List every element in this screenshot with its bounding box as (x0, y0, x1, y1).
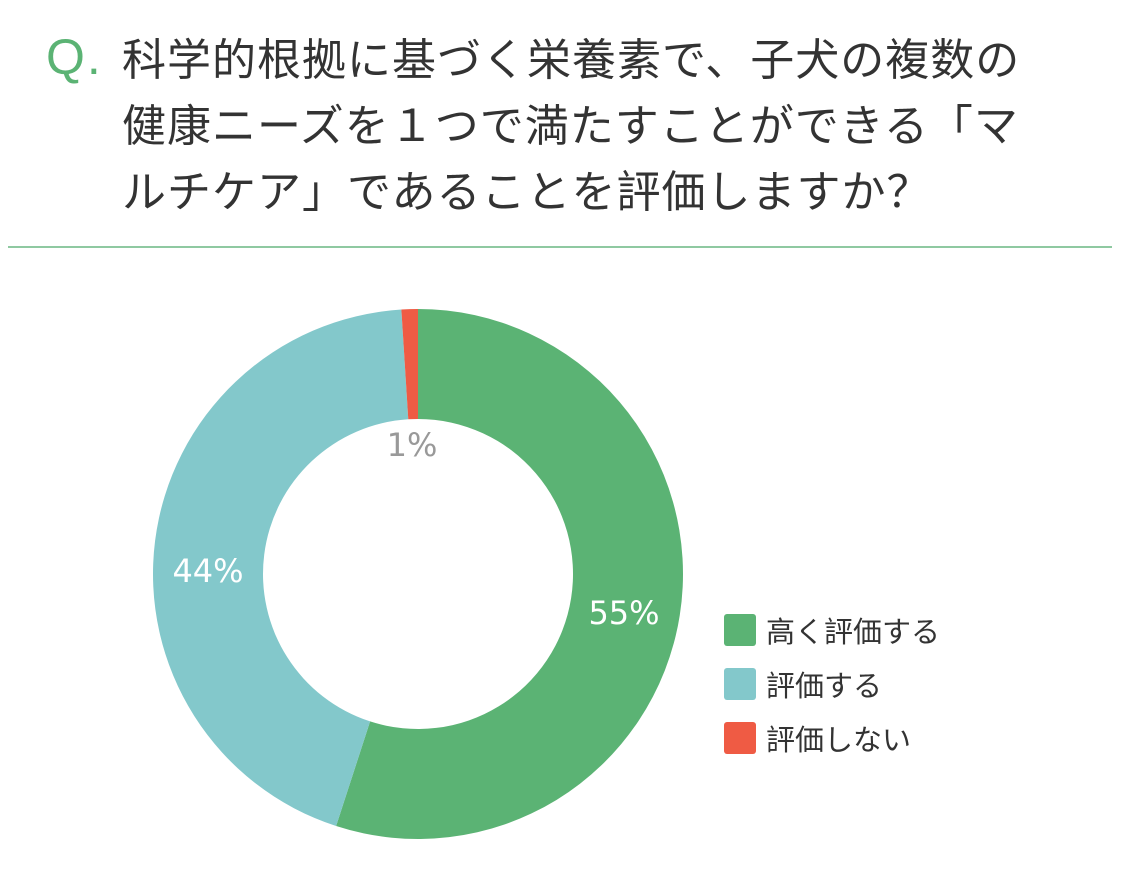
question-prefix: Q. (46, 29, 103, 85)
legend-label: 高く評価する (766, 615, 941, 649)
legend-swatch (724, 614, 756, 646)
question-line-3: ルチケア」であることを評価しますか？ (122, 167, 932, 218)
legend-swatch (724, 722, 756, 754)
question-line-1: 科学的根拠に基づく栄養素で、子犬の複数の (122, 35, 1021, 86)
data-label-high: 55% (588, 594, 659, 632)
slice-high (336, 309, 684, 839)
legend-label: 評価しない (766, 723, 912, 757)
legend-item-high: 高く評価する (724, 612, 941, 649)
legend: 高く評価する 評価する評価しない (724, 612, 940, 774)
legend-item-positive: 評価する (724, 666, 940, 703)
divider (8, 246, 1112, 248)
question-text: 科学的根拠に基づく栄養素で、子犬の複数の 健康ニーズを１つで満たすことができる「… (122, 28, 1102, 226)
legend-item-negative: 評価しない (724, 720, 940, 757)
data-label-negative: 1% (387, 426, 438, 464)
question-line-2: 健康ニーズを１つで満たすことができる「マ (122, 101, 1019, 152)
data-label-positive: 44% (172, 552, 243, 590)
slice-positive (152, 309, 409, 827)
slice-negative (401, 309, 418, 420)
legend-swatch (724, 668, 756, 700)
legend-label: 評価する (766, 669, 883, 703)
